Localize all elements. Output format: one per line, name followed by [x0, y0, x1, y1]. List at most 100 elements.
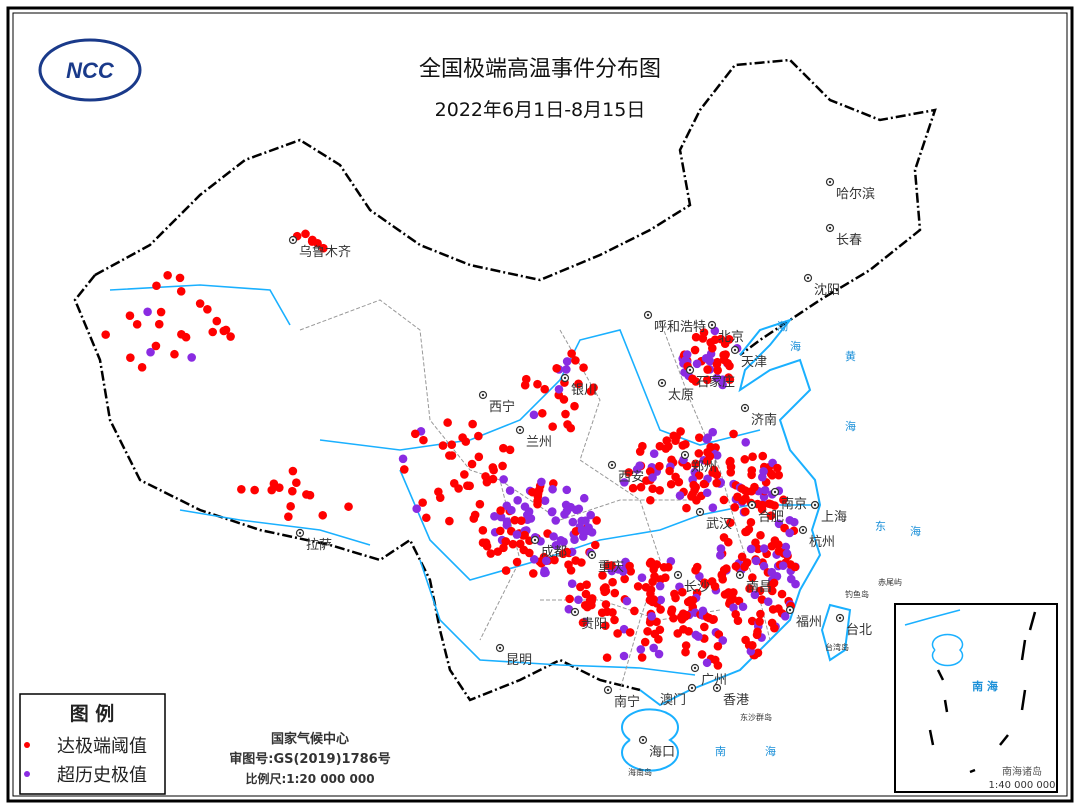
threshold-station-dot: [563, 420, 572, 429]
city-marker: 广州: [690, 663, 727, 688]
threshold-station-dot: [694, 433, 704, 442]
record-station-dot: [648, 473, 657, 482]
threshold-station-dot: [286, 502, 295, 511]
city-label: 呼和浩特: [654, 320, 706, 335]
threshold-station-dot: [581, 589, 591, 599]
threshold-station-dot: [447, 440, 457, 449]
record-station-dot: [718, 375, 727, 384]
threshold-station-dot: [669, 431, 679, 441]
threshold-station-dot: [175, 273, 185, 283]
national-border: [94, 58, 937, 356]
threshold-station-dot: [744, 525, 754, 534]
threshold-station-dot: [496, 506, 505, 515]
inset-scale: 1:40 000 000: [989, 780, 1056, 791]
threshold-station-dot: [678, 441, 688, 450]
city-marker: 重庆: [587, 550, 624, 575]
threshold-station-dot: [688, 374, 697, 384]
threshold-station-dot: [250, 485, 259, 495]
city-label: 香港: [723, 693, 749, 708]
coastline: [621, 317, 852, 772]
threshold-station-dot: [571, 356, 580, 365]
threshold-station-dot: [726, 518, 735, 527]
threshold-station-dot: [275, 483, 284, 492]
threshold-station-dot: [712, 360, 722, 369]
inset-coast: [904, 609, 964, 667]
record-station-dot: [741, 437, 751, 447]
city-marker: 长沙: [673, 570, 710, 595]
threshold-station-dot: [779, 495, 788, 505]
city-label: 贵阳: [581, 617, 607, 632]
threshold-station-dot: [733, 492, 742, 502]
city-marker: 福州: [785, 605, 822, 630]
threshold-station-dot: [613, 629, 622, 638]
threshold-station-dot: [624, 468, 634, 477]
threshold-station-dot: [655, 625, 665, 635]
threshold-station-dot: [587, 600, 596, 610]
city-label: 乌鲁木齐: [299, 244, 351, 260]
threshold-station-dot: [725, 375, 735, 384]
threshold-station-dot: [746, 518, 756, 527]
record-station-dot: [759, 561, 769, 571]
threshold-station-dot: [671, 593, 680, 603]
threshold-station-dot: [710, 335, 720, 344]
threshold-station-dot: [498, 461, 507, 471]
threshold-station-dot: [688, 596, 698, 605]
threshold-station-dot: [676, 427, 685, 436]
threshold-station-dot: [154, 319, 164, 329]
threshold-station-dot: [643, 627, 652, 636]
threshold-station-dot: [691, 332, 701, 342]
city-label: 澳门: [660, 692, 686, 708]
threshold-station-dot: [758, 500, 767, 510]
threshold-station-dot: [713, 641, 723, 651]
threshold-station-dot: [499, 443, 508, 453]
legend-title: 图 例: [70, 702, 115, 725]
city-label: 济南: [751, 412, 777, 428]
threshold-station-dot: [318, 510, 328, 520]
record-station-dot: [412, 504, 421, 514]
record-station-dot: [574, 595, 583, 605]
legend-red-dot: [24, 742, 30, 748]
record-station-dot: [619, 651, 629, 661]
threshold-station-dot: [226, 332, 235, 341]
city-label: 拉萨: [306, 538, 332, 553]
city-marker: 哈尔滨: [825, 177, 875, 202]
city-label: 西安: [618, 470, 644, 485]
threshold-station-dot: [482, 541, 492, 551]
threshold-station-dot: [152, 281, 161, 291]
record-station-dot: [655, 581, 665, 591]
threshold-station-dot: [767, 470, 777, 480]
threshold-station-dot: [125, 311, 135, 320]
inner-frame: [12, 12, 1068, 797]
record-station-dot: [693, 632, 703, 641]
threshold-station-dot: [602, 653, 612, 662]
south-sea-inset: [894, 603, 1058, 793]
record-station-dot: [529, 410, 539, 420]
threshold-station-dot: [181, 332, 191, 342]
threshold-station-dot: [488, 474, 498, 484]
threshold-station-dot: [731, 609, 740, 619]
threshold-station-dot: [635, 447, 645, 456]
threshold-station-dot: [655, 486, 665, 495]
sea-label: 海: [765, 744, 776, 758]
threshold-station-dot: [574, 379, 583, 389]
record-station-dot: [586, 510, 595, 520]
record-station-dot: [716, 544, 726, 553]
sea-label: 海: [910, 524, 921, 538]
record-station-dot: [716, 551, 725, 560]
threshold-station-dot: [447, 451, 457, 460]
threshold-station-dot: [630, 606, 639, 616]
threshold-station-dot: [640, 637, 650, 647]
threshold-station-dot: [742, 558, 752, 567]
threshold-station-dot: [608, 577, 617, 587]
threshold-station-dot: [301, 229, 310, 239]
threshold-station-dot: [682, 503, 691, 513]
threshold-station-dot: [691, 459, 700, 469]
threshold-station-dot: [770, 536, 780, 545]
threshold-station-dot: [137, 363, 147, 372]
record-station-dot: [502, 501, 512, 511]
threshold-station-dot: [667, 455, 676, 465]
record-station-dot: [759, 544, 769, 553]
inset-label: 南海诸岛: [1002, 765, 1042, 778]
threshold-station-dot: [690, 345, 700, 355]
